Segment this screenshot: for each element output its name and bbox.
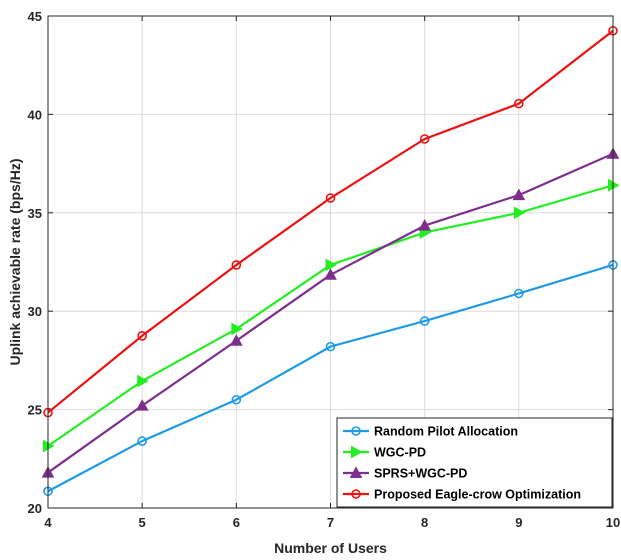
legend-box <box>336 417 613 508</box>
data-point <box>512 188 526 201</box>
y-tick-label: 40 <box>28 107 42 122</box>
data-point <box>137 436 147 446</box>
x-axis-label: Number of Users <box>274 540 387 556</box>
series-1 <box>43 260 618 497</box>
data-point <box>325 258 338 272</box>
data-point <box>349 466 363 478</box>
data-point <box>231 394 242 405</box>
series-line <box>47 263 614 493</box>
data-point <box>419 316 430 326</box>
legend-item: SPRS+WGC-PD <box>343 466 467 481</box>
data-point <box>514 98 524 109</box>
data-point <box>231 260 242 270</box>
legend-label: SPRS+WGC-PD <box>374 467 467 481</box>
y-axis-label: Uplink achievable rate (bps/Hz) <box>7 159 23 366</box>
data-point <box>514 288 524 299</box>
x-tick-label: 5 <box>139 515 146 530</box>
y-tick-label: 35 <box>28 206 42 221</box>
data-point <box>229 334 243 346</box>
series-line <box>47 29 614 414</box>
data-point <box>419 134 430 144</box>
data-point <box>351 426 361 436</box>
y-tick-label: 45 <box>28 9 42 24</box>
x-tick-label: 4 <box>44 515 52 530</box>
legend-label: Random Pilot Allocation <box>374 425 518 439</box>
data-point <box>325 341 336 352</box>
legend: Random Pilot Allocation WGC-PD SPRS+WGC-PD… <box>336 417 613 508</box>
legend-item: Random Pilot Allocation <box>343 425 518 439</box>
x-tick-label: 10 <box>606 515 620 530</box>
data-point <box>324 268 337 280</box>
series-layer <box>41 25 620 497</box>
data-point <box>135 399 149 411</box>
x-tick-label: 7 <box>327 515 334 530</box>
x-tick-label: 6 <box>233 515 240 530</box>
legend-label: WGC-PD <box>374 446 426 460</box>
y-tick-label: 20 <box>28 501 42 516</box>
data-point <box>231 322 243 336</box>
x-tick-label: 8 <box>421 515 428 530</box>
data-point <box>137 374 149 388</box>
data-point <box>351 445 363 459</box>
data-point <box>351 489 361 499</box>
legend-item: WGC-PD <box>343 446 426 460</box>
plot-frame <box>47 15 614 509</box>
data-point <box>418 219 432 231</box>
y-tick-label: 30 <box>28 304 42 319</box>
data-point <box>325 193 336 203</box>
series-3 <box>41 147 620 478</box>
y-tick-label: 25 <box>28 403 42 418</box>
x-tick-label: 9 <box>515 515 522 530</box>
data-point <box>137 330 147 341</box>
legend-item: Proposed Eagle-crow Optimization <box>343 488 581 502</box>
legend-label: Proposed Eagle-crow Optimization <box>374 488 581 502</box>
data-point <box>513 206 526 220</box>
